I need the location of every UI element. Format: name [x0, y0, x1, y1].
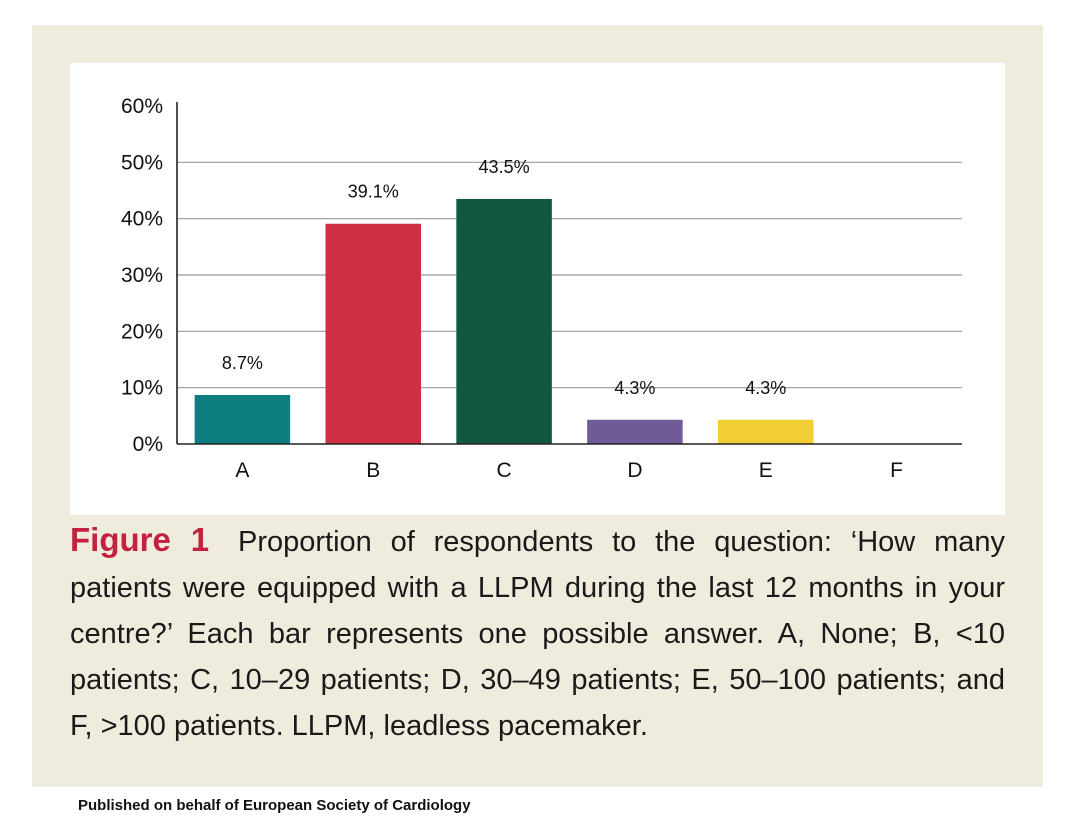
y-tick-label: 20%	[121, 320, 163, 343]
y-tick-label: 30%	[121, 264, 163, 287]
figure-caption: Figure 1 Proportion of respondents to th…	[70, 517, 1005, 749]
data-label-b: 39.1%	[348, 182, 399, 202]
publisher-note: Published on behalf of European Society …	[78, 797, 471, 814]
data-label-e: 4.3%	[745, 378, 786, 398]
category-label-a: A	[235, 459, 249, 482]
bar-a	[194, 394, 291, 444]
data-label-d: 4.3%	[614, 378, 655, 398]
y-tick-label: 10%	[121, 377, 163, 400]
bar-e	[717, 419, 814, 444]
figure-caption-text: Proportion of respondents to the questio…	[70, 526, 1005, 742]
category-label-e: E	[759, 459, 773, 482]
data-label-a: 8.7%	[222, 353, 263, 373]
y-tick-label: 50%	[121, 151, 163, 174]
category-label-b: B	[366, 459, 380, 482]
figure-label: Figure 1	[70, 521, 210, 558]
bar-d	[587, 419, 683, 444]
bar-b	[325, 223, 422, 444]
category-label-f: F	[890, 459, 903, 482]
bar-chart: 0% 10% 20% 30% 40% 50% 60% 8.7% A 39.1% B 43.5% C 4.3…	[121, 95, 962, 482]
chart-area: 0% 10% 20% 30% 40% 50% 60% 8.7% A 39.1% B 43.5% C 4.3…	[70, 63, 1005, 515]
data-label-c: 43.5%	[479, 157, 530, 177]
category-label-c: C	[496, 459, 511, 482]
figure-panel: 0% 10% 20% 30% 40% 50% 60% 8.7% A 39.1% B 43.5% C 4.3…	[32, 25, 1043, 787]
y-tick-label: 0%	[133, 433, 163, 456]
bar-c	[456, 198, 552, 444]
y-tick-label: 60%	[121, 95, 163, 118]
category-label-d: D	[627, 459, 642, 482]
y-tick-label: 40%	[121, 208, 163, 231]
